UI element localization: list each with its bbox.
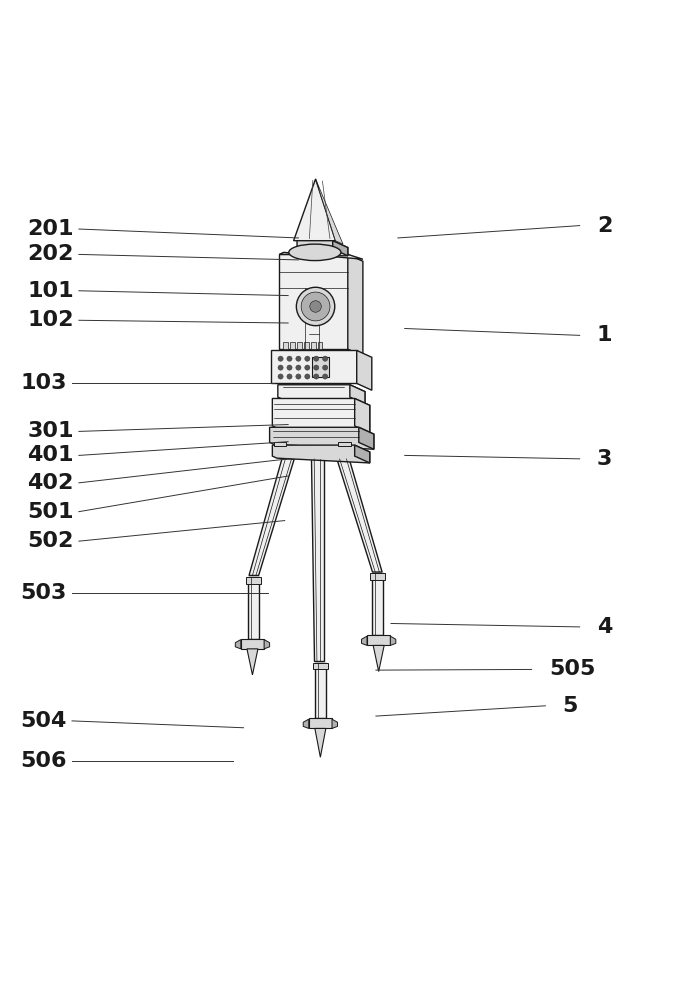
Bar	[283, 342, 288, 349]
Polygon shape	[235, 640, 241, 649]
Text: 102: 102	[27, 310, 74, 330]
Ellipse shape	[287, 365, 292, 370]
Ellipse shape	[296, 365, 301, 370]
Text: 301: 301	[27, 421, 74, 441]
Polygon shape	[316, 179, 343, 244]
Polygon shape	[359, 427, 374, 449]
Ellipse shape	[322, 374, 328, 379]
Text: 201: 201	[27, 219, 74, 239]
Polygon shape	[272, 398, 370, 433]
Ellipse shape	[287, 356, 292, 361]
Text: 503: 503	[21, 583, 67, 603]
Text: 506: 506	[21, 751, 67, 771]
Polygon shape	[373, 645, 384, 672]
Polygon shape	[315, 728, 326, 757]
Polygon shape	[297, 241, 348, 256]
Polygon shape	[311, 459, 324, 661]
Polygon shape	[309, 718, 332, 728]
Text: 504: 504	[21, 711, 67, 731]
Text: 502: 502	[27, 531, 74, 551]
Polygon shape	[271, 350, 357, 383]
Ellipse shape	[289, 244, 341, 261]
Bar	[312, 357, 329, 377]
Bar	[304, 342, 309, 349]
Bar	[297, 342, 302, 349]
Text: 3: 3	[597, 449, 612, 469]
Bar	[311, 342, 316, 349]
Polygon shape	[272, 445, 370, 463]
Ellipse shape	[322, 365, 328, 370]
Text: 5: 5	[563, 696, 578, 716]
Ellipse shape	[314, 356, 319, 361]
Polygon shape	[348, 254, 363, 356]
Polygon shape	[367, 635, 390, 645]
Polygon shape	[279, 254, 348, 349]
Polygon shape	[337, 459, 382, 572]
Polygon shape	[372, 573, 383, 635]
Text: 505: 505	[549, 659, 595, 679]
Bar	[370, 573, 385, 580]
Polygon shape	[248, 577, 259, 639]
Text: 401: 401	[27, 445, 74, 465]
Polygon shape	[294, 179, 335, 241]
Ellipse shape	[314, 365, 319, 370]
Ellipse shape	[278, 356, 283, 361]
Ellipse shape	[310, 301, 321, 312]
Polygon shape	[357, 350, 372, 390]
Ellipse shape	[314, 374, 319, 379]
Ellipse shape	[278, 374, 283, 379]
Text: 1: 1	[597, 325, 613, 345]
Ellipse shape	[296, 356, 301, 361]
Ellipse shape	[305, 356, 310, 361]
Polygon shape	[355, 398, 370, 433]
Polygon shape	[362, 636, 367, 645]
Polygon shape	[264, 640, 270, 649]
Ellipse shape	[296, 374, 301, 379]
Text: 4: 4	[597, 617, 612, 637]
Ellipse shape	[301, 292, 330, 321]
Polygon shape	[249, 459, 294, 575]
Polygon shape	[333, 241, 348, 256]
Ellipse shape	[296, 287, 335, 326]
Text: 402: 402	[27, 473, 74, 493]
Ellipse shape	[278, 365, 283, 370]
Polygon shape	[274, 442, 286, 446]
Text: 103: 103	[21, 373, 67, 393]
Polygon shape	[350, 385, 365, 404]
Text: 501: 501	[27, 502, 74, 522]
Ellipse shape	[305, 374, 310, 379]
Bar	[290, 342, 295, 349]
Polygon shape	[270, 427, 374, 449]
Polygon shape	[279, 252, 363, 259]
Polygon shape	[338, 442, 351, 446]
Polygon shape	[303, 719, 309, 728]
Text: 101: 101	[27, 281, 74, 301]
Polygon shape	[315, 663, 326, 718]
Bar	[318, 342, 322, 349]
Polygon shape	[278, 385, 365, 404]
Ellipse shape	[287, 374, 292, 379]
Ellipse shape	[322, 356, 328, 361]
Polygon shape	[332, 719, 338, 728]
Polygon shape	[241, 639, 264, 649]
Polygon shape	[390, 636, 396, 645]
Polygon shape	[247, 649, 258, 675]
Polygon shape	[355, 445, 370, 463]
Text: 202: 202	[27, 244, 74, 264]
Bar	[246, 577, 261, 584]
Ellipse shape	[305, 365, 310, 370]
Bar	[313, 663, 328, 669]
Text: 2: 2	[597, 216, 612, 236]
